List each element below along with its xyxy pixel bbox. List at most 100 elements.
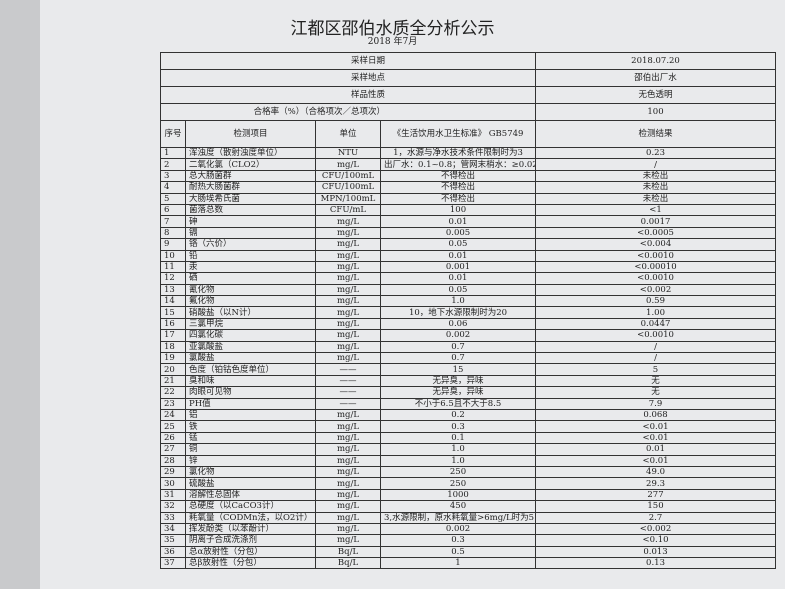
- info-value: 邵伯出厂水: [535, 69, 777, 87]
- cell: 14: [160, 295, 186, 308]
- info-row: 采样日期 2018.07.20: [159, 52, 777, 70]
- cell: 铝: [185, 408, 316, 422]
- cell: 铅: [185, 249, 316, 262]
- cell: 9: [160, 238, 186, 251]
- cell: 硝酸盐（以N计）: [185, 306, 316, 319]
- cell: 0.3: [379, 534, 537, 547]
- cell: CFU/100mL: [315, 169, 381, 183]
- cell: <0.01: [535, 420, 777, 433]
- cell: CFU/mL: [315, 203, 381, 217]
- cell: 26: [160, 431, 186, 445]
- data-row: 16 三氯甲烷 mg/L 0.06 0.0447: [160, 317, 777, 331]
- data-row: 9 铬（六价） mg/L 0.05 <0.004: [160, 238, 777, 251]
- cell: 总β放射性（分包）: [185, 557, 316, 570]
- cell: mg/L: [315, 295, 381, 308]
- cell: mg/L: [315, 249, 381, 262]
- cell: 33: [160, 511, 186, 524]
- data-row: 5 大肠埃希氏菌 MPN/100mL 不得检出 未检出: [160, 192, 777, 205]
- data-row: 8 镉 mg/L 0.005 <0.0005: [160, 226, 777, 240]
- cell: 镉: [185, 226, 316, 240]
- cell: 四氯化碳: [185, 329, 316, 342]
- cell: 色度（铂钴色度单位）: [185, 363, 316, 376]
- cell: 49.0: [535, 465, 777, 479]
- cell: 砷: [185, 215, 316, 228]
- cell: mg/L: [315, 215, 381, 228]
- cell: 0.068: [535, 408, 777, 422]
- cell: 0.01: [379, 249, 537, 262]
- cell: 0.7: [379, 352, 537, 365]
- cell: 总大肠菌群: [185, 169, 316, 183]
- cell: 24: [160, 408, 186, 422]
- data-row: 36 总α放射性（分包） Bq/L 0.5 0.013: [160, 545, 777, 559]
- cell: 12: [160, 272, 186, 285]
- data-row: 3 总大肠菌群 CFU/100mL 不得检出 未检出: [160, 169, 777, 183]
- cell: PH值: [185, 397, 316, 411]
- cell: 7: [160, 215, 186, 228]
- cell: 氰化物: [185, 283, 316, 297]
- data-row: 24 铝 mg/L 0.2 0.068: [160, 408, 777, 422]
- cell: 亚氯酸盐: [185, 340, 316, 354]
- cell: 0.002: [379, 329, 537, 342]
- cell: <0.00010: [535, 260, 777, 274]
- cell: 100: [379, 203, 537, 217]
- cell: 无异臭，异味: [379, 374, 537, 388]
- cell: 0.01: [379, 272, 537, 285]
- column-header: 检测结果: [535, 120, 777, 148]
- cell: 27: [160, 443, 186, 456]
- cell: mg/L: [315, 306, 381, 319]
- cell: 250: [379, 477, 537, 490]
- data-row: 14 氟化物 mg/L 1.0 0.59: [160, 295, 777, 308]
- data-row: 2 二氧化氯（CLO2） mg/L 出厂水：0.1~0.8；管网末梢水：≥0.02/: [160, 158, 777, 171]
- cell: mg/L: [315, 158, 381, 171]
- cell: 19: [160, 352, 186, 365]
- cell: mg/L: [315, 454, 381, 467]
- cell: 0.5: [379, 545, 537, 559]
- info-label: 合格率（%）（合格项次／总项次）: [159, 103, 537, 121]
- cell: 菌落总数: [185, 203, 316, 217]
- cell: 1.0: [379, 295, 537, 308]
- data-row: 29 氯化物 mg/L 250 49.0: [160, 465, 777, 479]
- cell: mg/L: [315, 500, 381, 513]
- data-row: 6 菌落总数 CFU/mL 100 <1: [160, 203, 777, 217]
- data-row: 21 臭和味 —— 无异臭，异味无: [160, 374, 777, 388]
- info-label: 样品性质: [159, 86, 537, 104]
- cell: <0.01: [535, 454, 777, 467]
- cell: 5: [535, 363, 777, 376]
- cell: 0.001: [379, 260, 537, 274]
- cell: 28: [160, 454, 186, 467]
- cell: mg/L: [315, 443, 381, 456]
- cell: 250: [379, 465, 537, 479]
- cell: 32: [160, 500, 186, 513]
- cell: mg/L: [315, 477, 381, 490]
- cell: <1: [535, 203, 777, 217]
- cell: <0.004: [535, 238, 777, 251]
- data-row: 31 溶解性总固体 mg/L 1000 277: [160, 488, 777, 502]
- cell: 23: [160, 397, 186, 411]
- info-row: 合格率（%）（合格项次／总项次） 100: [159, 103, 777, 121]
- cell: MPN/100mL: [315, 192, 381, 205]
- cell: 31: [160, 488, 186, 502]
- cell: 37: [160, 557, 186, 570]
- cell: 二氧化氯（CLO2）: [185, 158, 316, 171]
- cell: 0.1: [379, 431, 537, 445]
- cell: ——: [315, 363, 381, 376]
- cell: 0.7: [379, 340, 537, 354]
- cell: 总α放射性（分包）: [185, 545, 316, 559]
- cell: 18: [160, 340, 186, 354]
- cell: 0.0017: [535, 215, 777, 228]
- cell: 铬（六价）: [185, 238, 316, 251]
- data-row: 22 肉眼可见物 —— 无异臭，异味无: [160, 386, 777, 399]
- info-value: 2018.07.20: [535, 52, 777, 70]
- cell: <0.01: [535, 431, 777, 445]
- cell: 三氯甲烷: [185, 317, 316, 331]
- cell: 铁: [185, 420, 316, 433]
- cell: 不得检出: [379, 169, 537, 183]
- cell: 0.06: [379, 317, 537, 331]
- cell: 0.005: [379, 226, 537, 240]
- cell: 浑浊度（散射浊度单位）: [185, 146, 316, 160]
- cell: CFU/100mL: [315, 181, 381, 194]
- cell: <0.002: [535, 522, 777, 536]
- data-row: 17 四氯化碳 mg/L 0.002 <0.0010: [160, 329, 777, 342]
- cell: 0.05: [379, 238, 537, 251]
